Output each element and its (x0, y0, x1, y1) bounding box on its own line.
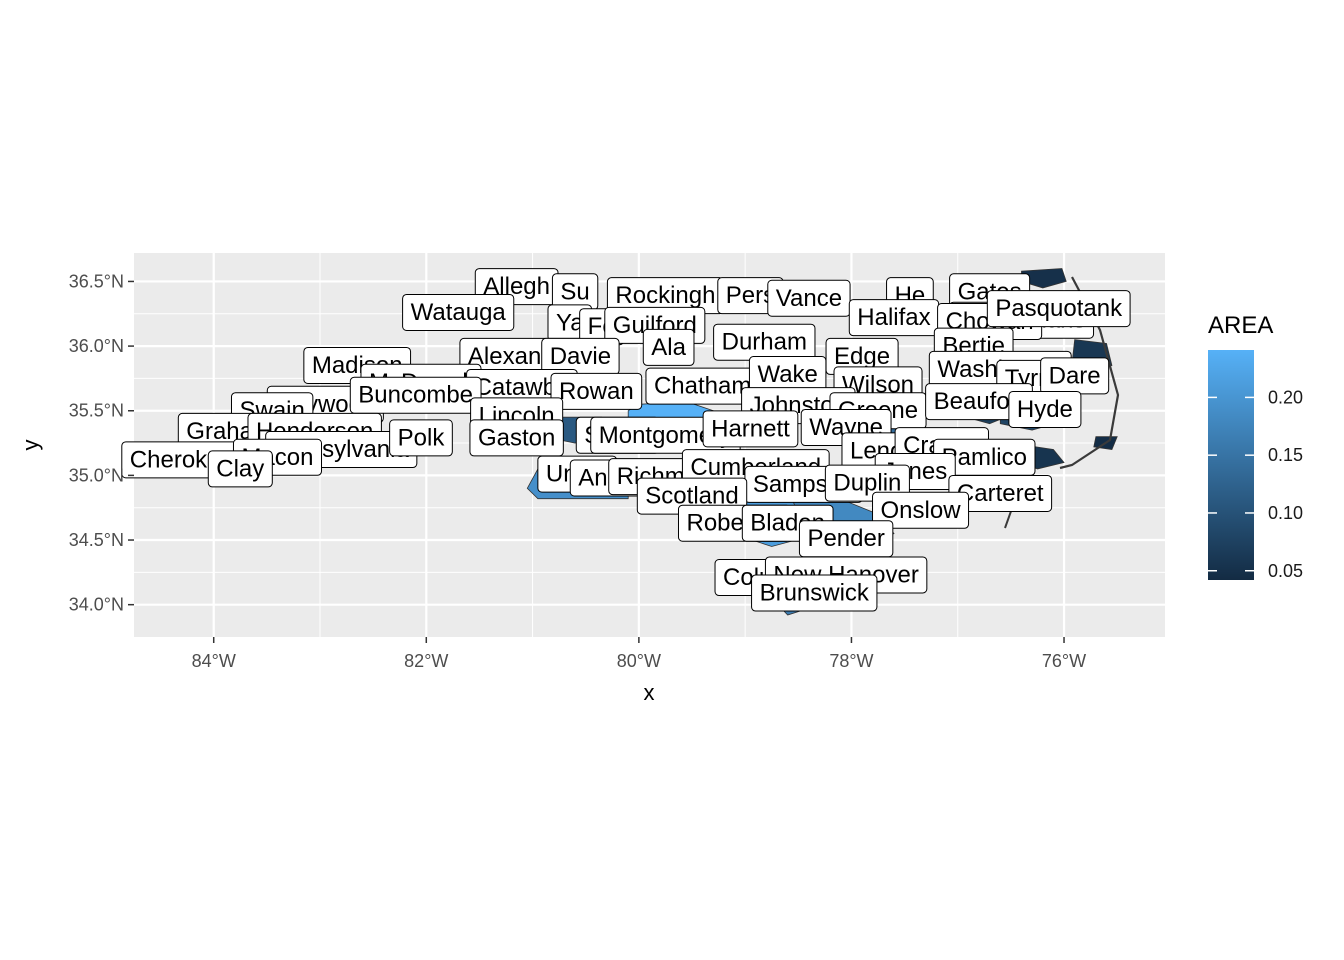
county-label-text: Rowan (559, 378, 634, 405)
county-label-box (1008, 390, 1082, 428)
county-label: Su (551, 273, 599, 311)
county-label: Carteret (948, 474, 1053, 512)
county-label: Pasquotank (986, 290, 1131, 328)
x-tick-label: 80°W (617, 651, 661, 671)
county-label-box (349, 376, 482, 414)
county-label-text: Dare (1049, 362, 1101, 389)
county-label-text: Edge (834, 343, 890, 370)
county-label-box (642, 328, 695, 366)
county-label: Watauga (402, 293, 515, 331)
x-tick-label: 76°W (1042, 651, 1086, 671)
x-tick-label: 84°W (192, 651, 236, 671)
county-label-text: Watauga (411, 299, 507, 326)
y-tick-label: 35.0°N (69, 465, 124, 485)
legend: AREA 0.05 0.10 0.15 0.20 (1208, 312, 1303, 581)
county-label-text: Pasquotank (995, 295, 1123, 322)
county-label-text: Davie (550, 343, 611, 370)
county-label: Halifax (848, 299, 940, 337)
county-label-text: Brunswick (760, 580, 870, 607)
county-label: Clay (207, 450, 273, 488)
legend-tick-label: 0.15 (1268, 445, 1303, 465)
legend-title: AREA (1208, 312, 1273, 339)
county-label: Buncombe (349, 376, 482, 414)
county-label-text: Pamlico (942, 444, 1027, 471)
county-label-text: Onslow (881, 497, 962, 524)
county-label-box (469, 419, 564, 457)
y-tick-label: 36.5°N (69, 271, 124, 291)
county-label: Dare (1040, 357, 1110, 395)
county-labels: AlleghSuRockinghPersVanceHeGatesWataugaY… (121, 268, 1131, 612)
county-label-box (402, 293, 515, 331)
legend-tick-label: 0.20 (1268, 387, 1303, 407)
county-label-box (389, 419, 453, 457)
y-tick-label: 36.0°N (69, 336, 124, 356)
y-tick-label: 35.5°N (69, 401, 124, 421)
county-label-text: Halifax (857, 304, 930, 331)
x-tick-label: 78°W (829, 651, 873, 671)
county-label-text: Clay (216, 455, 264, 482)
county-label-box (986, 290, 1131, 328)
y-axis: 34.0°N 34.5°N 35.0°N 35.5°N 36.0°N 36.5°N (69, 271, 134, 615)
county-label-box (751, 574, 878, 612)
county-label-text: Hyde (1017, 396, 1073, 423)
legend-colorbar (1208, 350, 1254, 580)
county-label: Vance (767, 279, 851, 317)
y-tick-label: 34.5°N (69, 530, 124, 550)
county-label: Ala (642, 328, 695, 366)
county-label-text: Gaston (478, 424, 555, 451)
county-label-text: Polk (398, 424, 446, 451)
x-axis-title: x (644, 680, 655, 705)
county-label: Rockingh (606, 277, 724, 315)
county-label-text: Vance (776, 285, 842, 312)
county-label: Hyde (1008, 390, 1082, 428)
y-axis-title: y (18, 440, 43, 451)
county-label-box (702, 410, 799, 448)
county-label: Durham (713, 323, 816, 361)
county-label-text: Pender (807, 525, 884, 552)
county-label: Pers (717, 277, 784, 315)
county-label: Wake (748, 356, 827, 394)
county-label: Davie (541, 337, 620, 375)
legend-tick-label: 0.10 (1268, 503, 1303, 523)
county-label: Brunswick (751, 574, 878, 612)
x-tick-label: 82°W (404, 651, 448, 671)
county-label: Polk (389, 419, 453, 457)
county-label-text: Wake (757, 361, 817, 388)
county-label-text: Harnett (711, 415, 790, 442)
county-label: Harnett (702, 410, 799, 448)
legend-ticks: 0.05 0.10 0.15 0.20 (1208, 387, 1303, 581)
county-label-box (207, 450, 273, 488)
county-label: Gaston (469, 419, 564, 457)
county-label-text: Su (560, 278, 589, 305)
county-label-box (872, 491, 970, 529)
county-label-box (550, 372, 643, 410)
county-label-box (767, 279, 851, 317)
y-tick-label: 34.0°N (69, 595, 124, 615)
county-label: Onslow (872, 491, 970, 529)
county-label-text: Rockingh (615, 282, 715, 309)
county-label-text: Durham (722, 329, 807, 356)
x-axis: 84°W 82°W 80°W 78°W 76°W (192, 637, 1086, 671)
legend-tick-label: 0.05 (1268, 561, 1303, 581)
county-label: Rowan (550, 372, 643, 410)
county-label-text: Ala (651, 334, 686, 361)
county-label: Pender (798, 520, 894, 558)
county-label: Pamlico (933, 438, 1036, 476)
county-label-text: Buncombe (358, 382, 473, 409)
county-label-text: Chatham (654, 373, 751, 400)
county-label-text: Carteret (957, 480, 1044, 507)
county-label-text: Pers (726, 282, 775, 309)
